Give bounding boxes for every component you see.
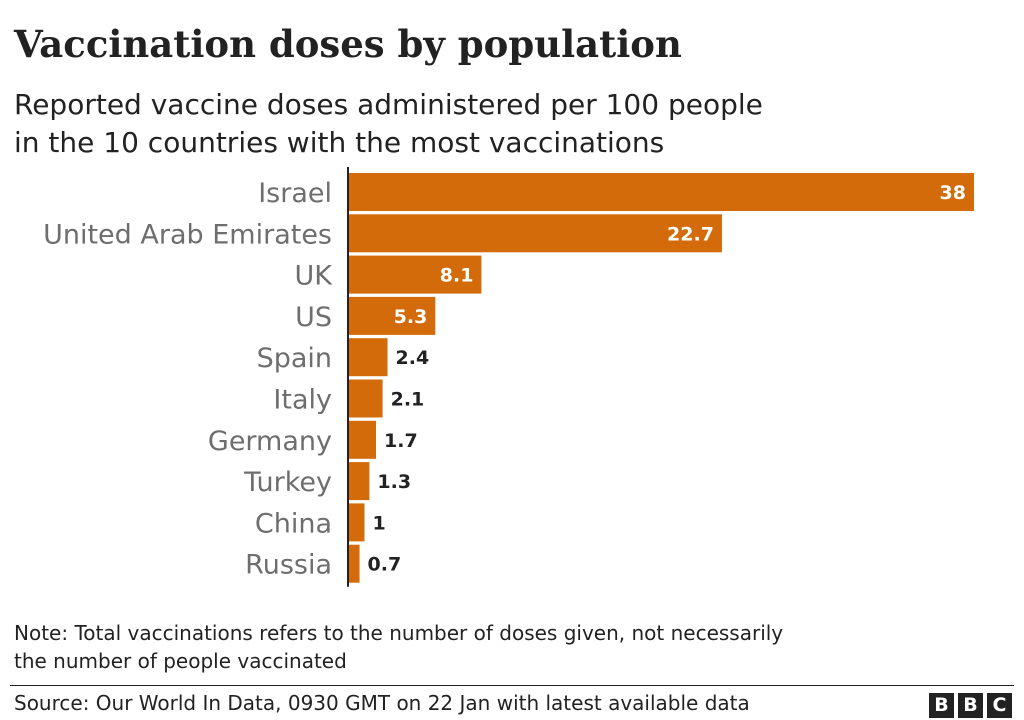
bar-united-arab-emirates (348, 214, 722, 253)
bar-germany (348, 420, 377, 459)
note-line-2: the number of people vaccinated (14, 649, 347, 673)
source-text: Source: Our World In Data, 0930 GMT on 2… (14, 691, 750, 715)
subtitle-line-2: in the 10 countries with the most vaccin… (14, 126, 665, 159)
category-label-us: US (295, 302, 332, 333)
category-label-china: China (255, 508, 332, 539)
value-label-china: 1 (372, 512, 385, 534)
value-label-united-arab-emirates: 22.7 (667, 223, 714, 245)
value-label-uk: 8.1 (440, 265, 474, 287)
value-label-germany: 1.7 (384, 430, 418, 452)
category-label-italy: Italy (273, 385, 332, 416)
category-label-turkey: Turkey (243, 467, 332, 498)
chart-note: Note: Total vaccinations refers to the n… (14, 619, 1004, 675)
chart-subtitle: Reported vaccine doses administered per … (14, 86, 1004, 162)
logo-letter-3: C (987, 693, 1012, 718)
bar-china (348, 503, 365, 542)
category-label-spain: Spain (257, 343, 332, 374)
bar-russia (348, 544, 360, 583)
logo-letter-1: B (929, 693, 954, 718)
category-label-uk: UK (295, 261, 334, 292)
bar-spain (348, 338, 388, 377)
value-label-turkey: 1.3 (377, 471, 411, 493)
bar-israel (348, 173, 974, 211)
value-label-israel: 38 (940, 182, 966, 204)
category-label-israel: Israel (258, 178, 332, 209)
bbc-logo: B B C (929, 693, 1012, 718)
value-label-spain: 2.4 (396, 347, 430, 369)
category-label-russia: Russia (245, 550, 332, 581)
subtitle-line-1: Reported vaccine doses administered per … (14, 88, 763, 121)
note-line-1: Note: Total vaccinations refers to the n… (14, 621, 784, 645)
bar-turkey (348, 462, 370, 501)
category-label-germany: Germany (208, 426, 332, 457)
value-label-russia: 0.7 (368, 554, 402, 576)
bar-us (348, 296, 436, 335)
chart-title: Vaccination doses by population (14, 22, 682, 66)
category-label-united-arab-emirates: United Arab Emirates (43, 219, 332, 250)
bar-chart: Israel 38 United Arab Emirates 22.7 UK 8.1 US 5… (43, 167, 974, 587)
bar-italy (348, 379, 383, 418)
logo-letter-2: B (958, 693, 983, 718)
footer-divider (10, 685, 1014, 686)
value-label-italy: 2.1 (391, 389, 425, 411)
bar-uk (348, 255, 482, 294)
value-label-us: 5.3 (394, 306, 428, 328)
